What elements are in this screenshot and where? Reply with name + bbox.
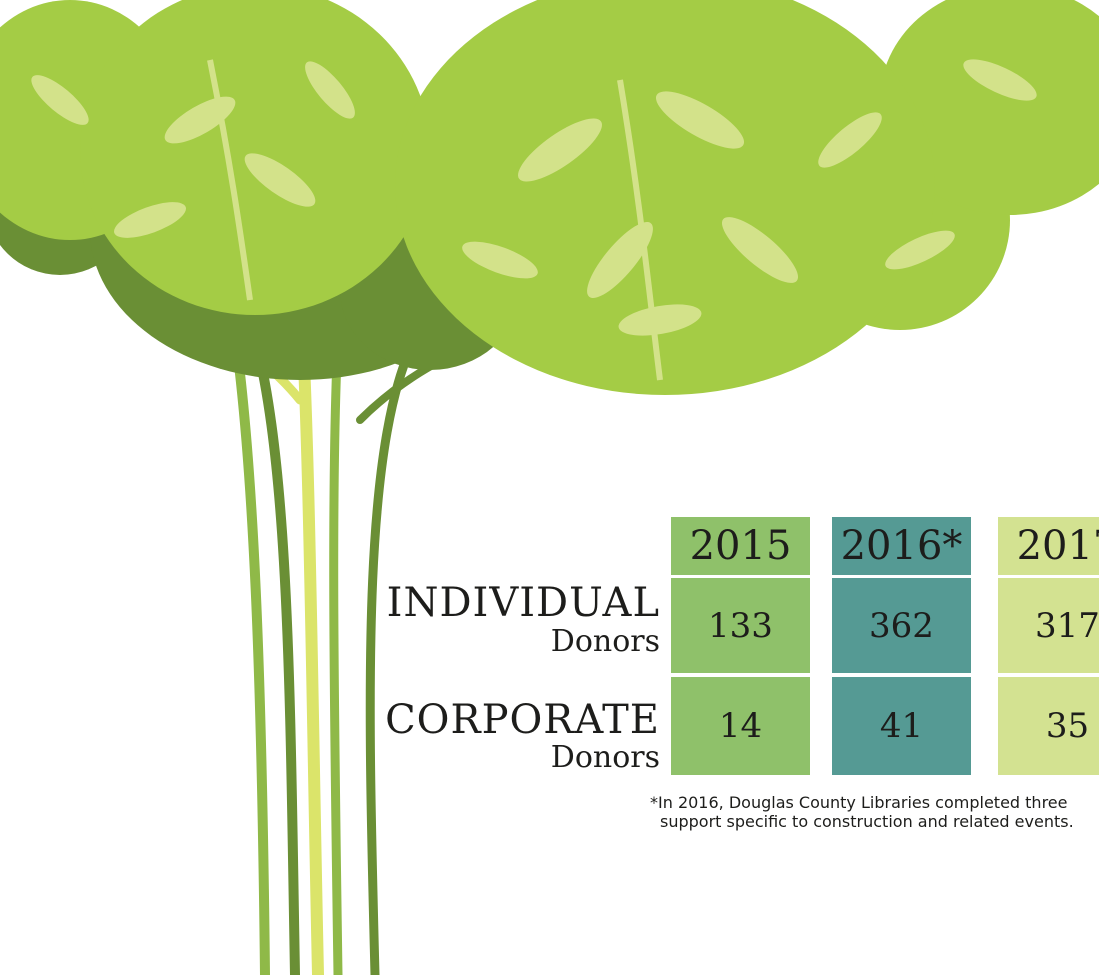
value-cell: 317 [998,578,1099,673]
header-cell: 2016* [832,517,971,575]
row-sublabel: Donors [551,624,660,659]
value-cell: 362 [832,578,971,673]
header-cell: 2017 [998,517,1099,575]
value-cell: 35 [998,677,1099,775]
footnote: support specific to construction and rel… [660,812,1074,831]
row-label: INDIVIDUAL [387,580,660,626]
value-cell: 14 [671,677,810,775]
infographic: INDIVIDUAL Donors CORPORATE Donors 2015 … [0,0,1099,975]
header-cell: 2015 [671,517,810,575]
value-cell: 133 [671,578,810,673]
page: INDIVIDUAL Donors CORPORATE Donors 2015 … [0,0,1099,975]
footnote: *In 2016, Douglas County Libraries compl… [650,793,1067,812]
value-cell: 41 [832,677,971,775]
row-sublabel: Donors [551,740,660,775]
row-label: CORPORATE [385,697,660,743]
